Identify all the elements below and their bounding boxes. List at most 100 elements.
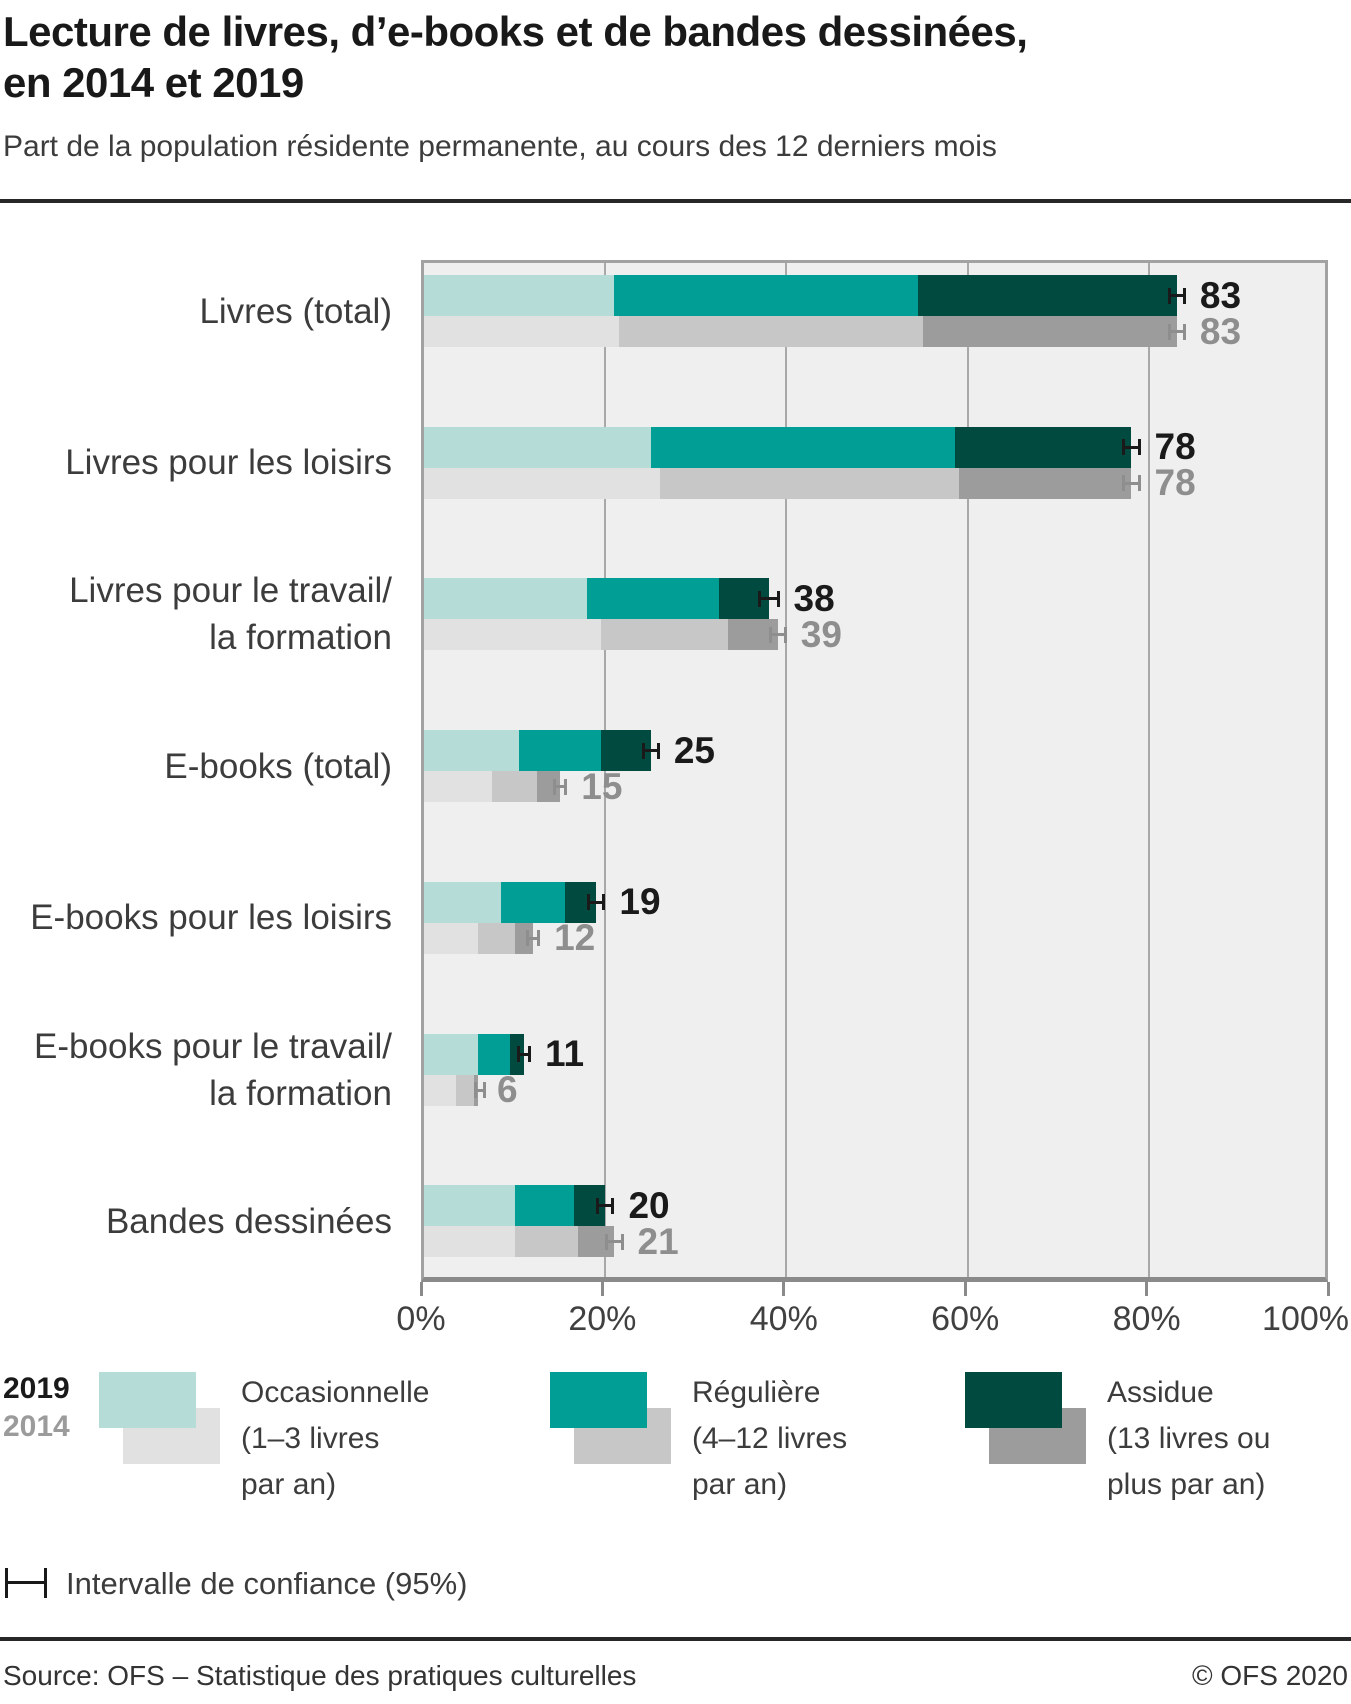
bar-segment-2014-level1 <box>424 922 479 954</box>
error-bar-2014 <box>768 626 787 643</box>
category-label: E-books pour le travail/ la formation <box>34 1026 392 1113</box>
value-label-2019: 20 <box>628 1184 670 1226</box>
x-tick-label: 60% <box>931 1300 1000 1338</box>
bar-segment-2014-level2 <box>492 771 538 803</box>
error-bar-line <box>1125 445 1138 449</box>
bar-segment-2019-level1 <box>424 881 502 923</box>
gridline <box>966 263 969 1277</box>
category-label: Bandes dessinées <box>105 1201 392 1241</box>
value-label-2014: 15 <box>581 765 623 807</box>
error-bar-2014 <box>1122 475 1141 492</box>
x-tick-label: 20% <box>568 1300 637 1338</box>
error-bar-2019 <box>757 590 780 607</box>
category-label: Livres pour le travail/ la formation <box>69 571 392 658</box>
value-label-2014: 83 <box>1199 310 1242 352</box>
value-label-2014: 21 <box>637 1220 679 1262</box>
bar-2014 <box>424 1074 479 1106</box>
value-label-2014: 12 <box>554 917 596 959</box>
legend-swatch-2019 <box>965 1372 1062 1428</box>
value-label-2019: 83 <box>1199 274 1242 316</box>
bar-2019 <box>424 1033 524 1075</box>
bar-segment-2019-level2 <box>519 730 601 772</box>
error-bar-line <box>519 1052 528 1056</box>
bar-segment-2014-level2 <box>619 316 923 347</box>
bar-segment-2019-level2 <box>478 1033 511 1075</box>
bar-2019 <box>424 1185 606 1227</box>
bar-2019 <box>424 881 597 923</box>
bar-segment-2019-level1 <box>424 1185 515 1227</box>
legend-swatch-pair <box>965 1372 1095 1467</box>
legend-swatch-pair <box>99 1372 229 1467</box>
bar-segment-2014-level1 <box>424 467 660 499</box>
legend-item-label: Assidue (13 livres ou plus par an) <box>1107 1376 1271 1501</box>
x-tick-label: 0% <box>396 1300 446 1338</box>
gridline <box>1148 263 1151 1277</box>
error-bar-2014 <box>605 1233 624 1250</box>
bar-segment-2014-level1 <box>424 316 619 347</box>
error-bar-2019 <box>641 742 660 759</box>
bar-segment-2019-level1 <box>424 1033 479 1075</box>
legend-year-2014: 2014 <box>3 1410 70 1443</box>
title-line-2: en 2014 et 2019 <box>3 59 304 107</box>
error-bar-2019 <box>1167 287 1186 304</box>
value-label-2019: 78 <box>1154 426 1196 468</box>
value-label-2014: 39 <box>800 613 842 655</box>
bar-segment-2019-level1 <box>424 730 520 772</box>
error-bar-line <box>590 900 603 904</box>
bar-2019 <box>424 426 1132 468</box>
bar-2014 <box>424 619 778 651</box>
confidence-interval-note: Intervalle de confiance (95%) <box>66 1566 468 1601</box>
legend-year-2019: 2019 <box>3 1372 70 1405</box>
legend-item-label: Occasionnelle (1–3 livres par an) <box>241 1376 430 1501</box>
bar-segment-2019-level2 <box>501 881 565 923</box>
axis-tick <box>600 1282 604 1296</box>
legend-swatch-2019 <box>99 1372 196 1428</box>
error-bar-line <box>476 1088 483 1092</box>
bar-segment-2014-level3 <box>922 316 1177 347</box>
legend-swatch-pair <box>550 1372 680 1467</box>
bar-segment-2014-level1 <box>424 1226 515 1258</box>
value-label-2019: 25 <box>673 729 715 771</box>
bar-segment-2014-level1 <box>424 619 601 651</box>
axis-tick <box>1326 1282 1330 1296</box>
bar-2014 <box>424 467 1132 499</box>
bar-2019 <box>424 578 769 620</box>
error-bar-line <box>644 749 657 753</box>
bar-segment-2019-level3 <box>954 426 1132 468</box>
bar-segment-2019-level3 <box>918 275 1177 316</box>
axis-tick <box>1145 1282 1149 1296</box>
bar-segment-2019-level2 <box>650 426 955 468</box>
bar-segment-2014-level2 <box>600 619 728 651</box>
bar-segment-2019-level1 <box>424 578 588 620</box>
error-bar-2019 <box>1122 439 1141 456</box>
value-label-2019: 11 <box>545 1033 585 1074</box>
x-tick-label: 80% <box>1112 1300 1181 1338</box>
bar-segment-2019-level2 <box>514 1185 574 1227</box>
legend-item-label: Régulière (4–12 livres par an) <box>692 1376 848 1501</box>
bar-2014 <box>424 771 561 803</box>
error-bar-2014 <box>552 778 568 795</box>
axis-tick <box>782 1282 786 1296</box>
error-bar-line <box>1170 330 1183 333</box>
bar-2014 <box>424 316 1177 347</box>
x-tick-label: 40% <box>749 1300 818 1338</box>
value-label-2019: 38 <box>793 577 835 619</box>
legend-swatch-2019 <box>550 1372 647 1428</box>
category-label: Livres (total) <box>199 291 392 331</box>
error-bar-line <box>1170 294 1183 297</box>
bar-segment-2014-level2 <box>514 1226 579 1258</box>
bar-segment-2019-level1 <box>424 426 651 468</box>
value-label-2019: 19 <box>619 881 661 923</box>
bar-segment-2014-level2 <box>455 1074 474 1106</box>
page-title: Lecture de livres, d’e-books et de bande… <box>3 6 1343 108</box>
category-label: E-books pour les loisirs <box>30 898 392 938</box>
bar-segment-2019-level1 <box>424 275 615 316</box>
error-bar-line <box>608 1240 621 1244</box>
bar-2014 <box>424 922 533 954</box>
error-bar-2014 <box>473 1082 486 1098</box>
x-tick-label: 100% <box>1262 1300 1349 1338</box>
error-bar-2014 <box>525 930 541 947</box>
bar-segment-2014-level1 <box>424 771 493 803</box>
bar-segment-2014-level2 <box>659 467 960 499</box>
